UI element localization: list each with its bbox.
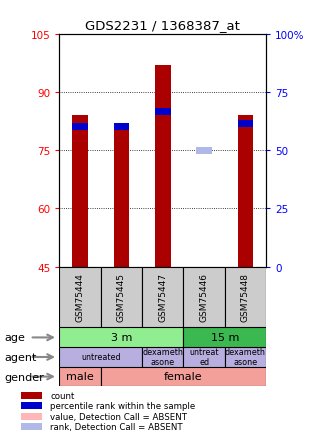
Bar — [142, 347, 183, 367]
Text: dexameth
asone: dexameth asone — [225, 347, 266, 367]
Bar — [183, 347, 225, 367]
Bar — [114, 124, 129, 131]
Bar — [21, 413, 42, 420]
Text: rank, Detection Call = ABSENT: rank, Detection Call = ABSENT — [50, 422, 183, 431]
Text: dexameth
asone: dexameth asone — [142, 347, 183, 367]
Text: count: count — [50, 391, 74, 400]
Bar — [196, 147, 212, 155]
Bar — [183, 267, 225, 328]
Bar — [72, 116, 88, 267]
Bar — [155, 108, 171, 115]
Bar — [101, 267, 142, 328]
Text: 3 m: 3 m — [111, 332, 132, 342]
Bar — [225, 267, 266, 328]
Bar — [183, 328, 266, 347]
Bar — [225, 347, 266, 367]
Text: male: male — [66, 372, 94, 381]
Bar — [21, 392, 42, 399]
Bar — [142, 267, 183, 328]
Bar — [21, 402, 42, 409]
Text: GSM75446: GSM75446 — [200, 273, 208, 322]
Text: untreated: untreated — [81, 352, 121, 362]
Bar — [21, 423, 42, 430]
Bar — [59, 347, 142, 367]
Title: GDS2231 / 1368387_at: GDS2231 / 1368387_at — [85, 19, 240, 32]
Bar — [72, 124, 88, 131]
Text: GSM75445: GSM75445 — [117, 273, 126, 322]
Bar — [59, 328, 183, 347]
Bar — [155, 66, 171, 267]
Bar — [59, 267, 101, 328]
Text: percentile rank within the sample: percentile rank within the sample — [50, 401, 195, 410]
Text: value, Detection Call = ABSENT: value, Detection Call = ABSENT — [50, 412, 187, 421]
Text: GSM75447: GSM75447 — [158, 273, 167, 322]
Text: agent: agent — [5, 352, 37, 362]
Bar — [59, 367, 101, 386]
Text: gender: gender — [5, 372, 44, 381]
Text: GSM75448: GSM75448 — [241, 273, 250, 322]
Text: age: age — [5, 333, 26, 342]
Text: GSM75444: GSM75444 — [76, 273, 85, 322]
Bar — [238, 116, 253, 267]
Text: 15 m: 15 m — [211, 332, 239, 342]
Bar — [238, 120, 253, 127]
Bar — [101, 367, 266, 386]
Bar — [114, 124, 129, 267]
Text: untreat
ed: untreat ed — [189, 347, 219, 367]
Text: female: female — [164, 372, 203, 381]
